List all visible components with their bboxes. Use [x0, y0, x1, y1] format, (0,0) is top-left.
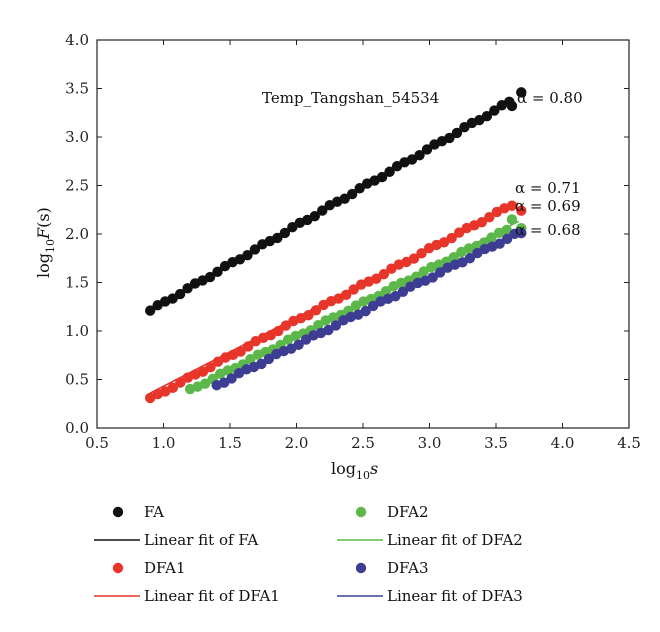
- x-axis-title-base: log: [331, 459, 356, 478]
- series-dfa3: [211, 227, 527, 391]
- point-dfa1-18: [280, 320, 292, 331]
- tick-labels: 0.5 1.0 1.5 2.0 2.5 3.0 3.5 4.0 4.50.00.51.01.52…: [65, 31, 641, 452]
- legend-label-fa: FA: [144, 503, 164, 521]
- point-dfa2-40: [486, 232, 497, 243]
- x-axis-title: log10s: [331, 459, 378, 482]
- x-tick-label-8: 4.5: [617, 434, 641, 452]
- legend-label-dfa2: DFA2: [387, 503, 429, 521]
- legend-marker-dfa3: [355, 562, 367, 574]
- alpha-label-dfa1: α = 0.71: [515, 179, 581, 197]
- y-axis-title: log10F(s): [34, 207, 57, 278]
- legend-fit-label-dfa3: Linear fit of DFA3: [387, 587, 523, 605]
- x-axis-title-var: s: [370, 459, 378, 478]
- series-dfa1: [145, 200, 527, 404]
- point-fa-0: [145, 305, 156, 316]
- series-dfa2: [184, 214, 527, 395]
- point-fa-49: [506, 100, 518, 112]
- y-tick-label-3: 1.5: [65, 274, 89, 292]
- point-dfa1-49: [516, 205, 527, 216]
- point-dfa1-8: [205, 362, 216, 373]
- y-tick-label-7: 3.5: [65, 80, 89, 98]
- point-dfa2-43: [506, 214, 518, 225]
- chart-annotation-title: Temp_Tangshan_54534: [262, 89, 439, 107]
- fit-line-dfa1: [149, 202, 519, 394]
- alpha-labels: α = 0.80 α = 0.71α = 0.69 α = 0.68: [515, 89, 583, 239]
- point-dfa1-30: [371, 273, 382, 284]
- axes: [96, 39, 630, 429]
- point-dfa1-22: [310, 305, 322, 316]
- x-tick-label-2: 1.5: [218, 434, 242, 452]
- alpha-label-dfa3: α = 0.68: [515, 221, 581, 239]
- point-dfa3-41: [516, 227, 527, 239]
- y-tick-label-4: 2.0: [65, 225, 89, 243]
- alpha-label-fa: α = 0.80: [517, 89, 583, 107]
- x-tick-label-5: 3.0: [418, 434, 442, 452]
- y-tick-label-5: 2.5: [65, 177, 89, 195]
- legend-fit-label-fa: Linear fit of FA: [144, 531, 258, 549]
- legend-label-dfa1: DFA1: [144, 559, 186, 577]
- plot-area: [145, 87, 527, 404]
- legend-fit-label-dfa2: Linear fit of DFA2: [387, 531, 523, 549]
- y-axis-title-var: F: [34, 227, 53, 240]
- fit-line-fa: [149, 99, 513, 313]
- legend-fit-label-dfa1: Linear fit of DFA1: [144, 587, 280, 605]
- y-axis-title-arg: (s): [34, 207, 53, 228]
- alpha-label-dfa2: α = 0.69: [515, 197, 581, 215]
- y-tick-label-2: 1.0: [65, 322, 89, 340]
- series-fa: [145, 87, 527, 316]
- x-axis-title-sub: 10: [356, 469, 370, 482]
- point-dfa1-4: [175, 377, 186, 388]
- y-tick-label-8: 4.0: [65, 31, 89, 49]
- fit-line-dfa3: [216, 230, 522, 387]
- legend-marker-dfa2: [355, 506, 367, 518]
- x-tick-label-0: 0.5: [85, 434, 109, 452]
- point-dfa1-3: [167, 382, 179, 394]
- legend: FA Linear fit of FA DFA1 Linear fit of DFA1…: [94, 503, 523, 605]
- x-tick-label-7: 4.0: [551, 434, 575, 452]
- fit-line-dfa2: [189, 220, 519, 391]
- x-tick-label-6: 3.5: [484, 434, 508, 452]
- point-dfa1-26: [340, 289, 352, 301]
- y-tick-label-0: 0.0: [65, 419, 89, 437]
- point-dfa1-12: [235, 346, 246, 357]
- x-tick-label-1: 1.0: [152, 434, 176, 452]
- point-dfa2-42: [501, 224, 512, 236]
- x-tick-label-4: 2.5: [351, 434, 375, 452]
- legend-label-dfa3: DFA3: [387, 559, 429, 577]
- y-axis-title-sub: 10: [44, 239, 57, 253]
- legend-marker-fa: [112, 506, 124, 518]
- y-tick-label-6: 3.0: [65, 128, 89, 146]
- legend-marker-dfa1: [112, 562, 124, 574]
- y-tick-label-1: 0.5: [65, 371, 89, 389]
- x-tick-label-3: 2.0: [285, 434, 309, 452]
- point-dfa1-7: [197, 366, 209, 377]
- point-fa-50: [516, 87, 527, 98]
- y-axis-title-base: log: [34, 253, 53, 278]
